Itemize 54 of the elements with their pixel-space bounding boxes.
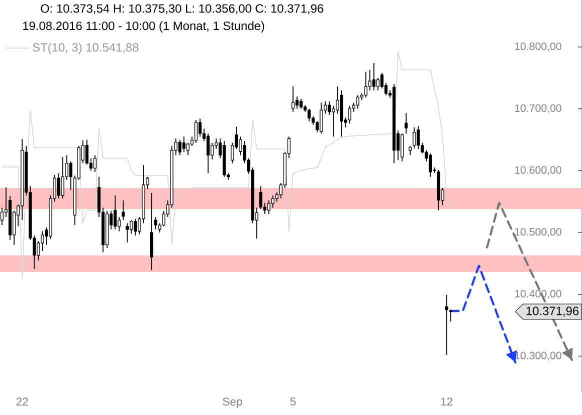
- candlestick: [0, 207, 4, 226]
- candlestick: [267, 200, 270, 214]
- candlestick: [348, 105, 352, 124]
- candlestick: [300, 98, 303, 110]
- candlestick: [186, 142, 190, 156]
- candlestick: [85, 139, 88, 165]
- y-tick-label: 10.500,00: [515, 228, 562, 237]
- y-tick-label: 10.800,00: [515, 42, 562, 52]
- candlestick: [126, 222, 129, 243]
- candlestick: [130, 220, 133, 234]
- candlestick: [57, 172, 60, 199]
- candlestick: [154, 216, 158, 230]
- candlestick: [376, 77, 380, 91]
- candlestick: [182, 136, 186, 153]
- candlestick: [428, 152, 432, 178]
- candlestick: [404, 112, 408, 134]
- candlestick: [412, 126, 416, 149]
- candlestick: [445, 294, 448, 356]
- candlestick: [61, 156, 64, 199]
- candlestick: [291, 86, 295, 112]
- candlestick: [178, 139, 182, 156]
- x-tick-label: 22: [16, 398, 28, 406]
- x-tick-label: Sep: [222, 398, 242, 408]
- candlestick: [93, 154, 97, 172]
- candlestick: [206, 133, 210, 174]
- y-tick-label: 10.400,00: [515, 290, 562, 299]
- candlestick: [134, 218, 137, 236]
- candlestick: [122, 200, 125, 221]
- candlestick: [40, 230, 44, 252]
- x-tick-label: 5: [290, 398, 296, 406]
- candlestick: [271, 194, 274, 208]
- annotation: 10.371,96: [526, 306, 579, 317]
- y-tick-label: 10.700,00: [515, 104, 562, 114]
- candlestick: [449, 309, 452, 322]
- candlestick: [320, 102, 323, 134]
- candlestick: [356, 94, 360, 110]
- candlestick: [372, 62, 376, 91]
- candlestick: [416, 126, 420, 150]
- candlestick: [408, 145, 412, 156]
- chart-title: O: 10.373,54 H: 10.375,30 L: 10.356,00 C: 10.371,96: [40, 4, 324, 14]
- candlestick: [328, 100, 331, 116]
- candlestick: [308, 108, 311, 122]
- x-tick-label: 12: [441, 398, 452, 406]
- legend-label: ST(10, 3) 10.541,88: [32, 42, 138, 54]
- candlestick: [198, 118, 202, 138]
- candlestick: [400, 133, 404, 162]
- candlestick: [296, 96, 299, 110]
- candlestick: [364, 71, 368, 98]
- text: 19.08.2016 11:00 - 10:00 (1 Monat, 1 Stunde): [23, 21, 264, 32]
- candlestick: [69, 160, 72, 190]
- y-tick-label: 10.600,00: [515, 166, 562, 176]
- candlestick: [259, 186, 262, 210]
- candlestick: [114, 194, 117, 230]
- candlestick: [194, 119, 198, 144]
